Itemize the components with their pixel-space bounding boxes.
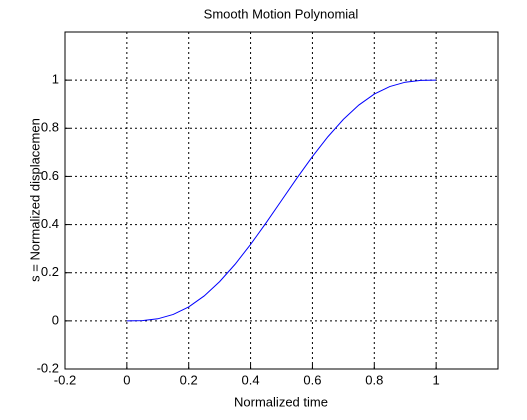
y-axis-label: s = Normalized displacemen — [27, 118, 42, 282]
x-tick-label: 0.8 — [365, 372, 383, 387]
y-tick-label: 0 — [52, 312, 59, 327]
data-line — [126, 79, 437, 322]
x-axis-label: Normalized time — [234, 394, 328, 409]
y-tick-label: 0.4 — [41, 216, 59, 231]
y-tick-label: 0.8 — [41, 120, 59, 135]
chart-title: Smooth Motion Polynomial — [204, 6, 359, 21]
x-tick-label: 0.6 — [303, 372, 321, 387]
y-tick-label: 1 — [52, 72, 59, 87]
x-tick-label: 0.2 — [180, 372, 198, 387]
x-tick-label: -0.2 — [54, 372, 76, 387]
y-tick-label: 0.2 — [41, 264, 59, 279]
x-tick-label: 0.4 — [242, 372, 260, 387]
x-tick-label: 1 — [433, 372, 440, 387]
y-tick-label: -0.2 — [37, 360, 59, 375]
x-tick-label: 0 — [123, 372, 130, 387]
y-tick-label: 0.6 — [41, 168, 59, 183]
